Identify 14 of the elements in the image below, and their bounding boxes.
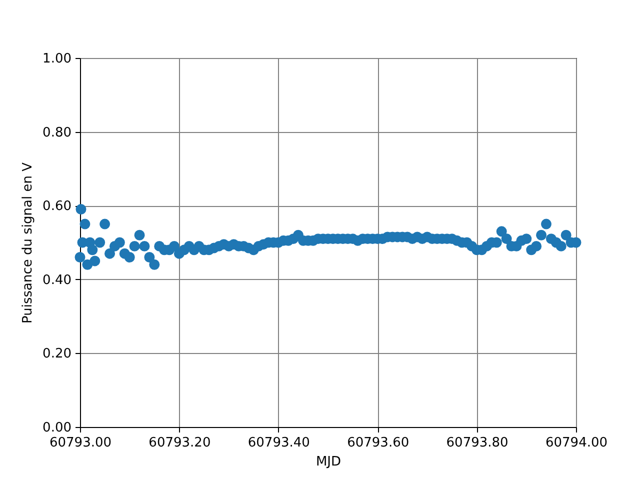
x-tick-label: 60793.80 <box>446 436 508 450</box>
y-tick-label: 0.20 <box>42 346 72 362</box>
y-axis-title: Puissance du signal en V <box>20 162 36 324</box>
x-tick-label: 60793.40 <box>248 436 310 450</box>
x-tick-label: 60794.00 <box>545 436 608 450</box>
y-tick-label: 1.00 <box>42 52 72 66</box>
x-tick-label: 60793.60 <box>347 436 410 450</box>
y-tick-label: 0.60 <box>42 199 72 214</box>
y-tick-label: 0.00 <box>42 420 72 436</box>
y-tick-label: 0.40 <box>42 272 72 288</box>
x-tick-label: 60793.20 <box>148 436 211 450</box>
x-axis-title: MJD <box>316 454 342 470</box>
x-tick-label: 60793.00 <box>49 436 112 450</box>
y-tick-label: 0.80 <box>42 125 72 140</box>
